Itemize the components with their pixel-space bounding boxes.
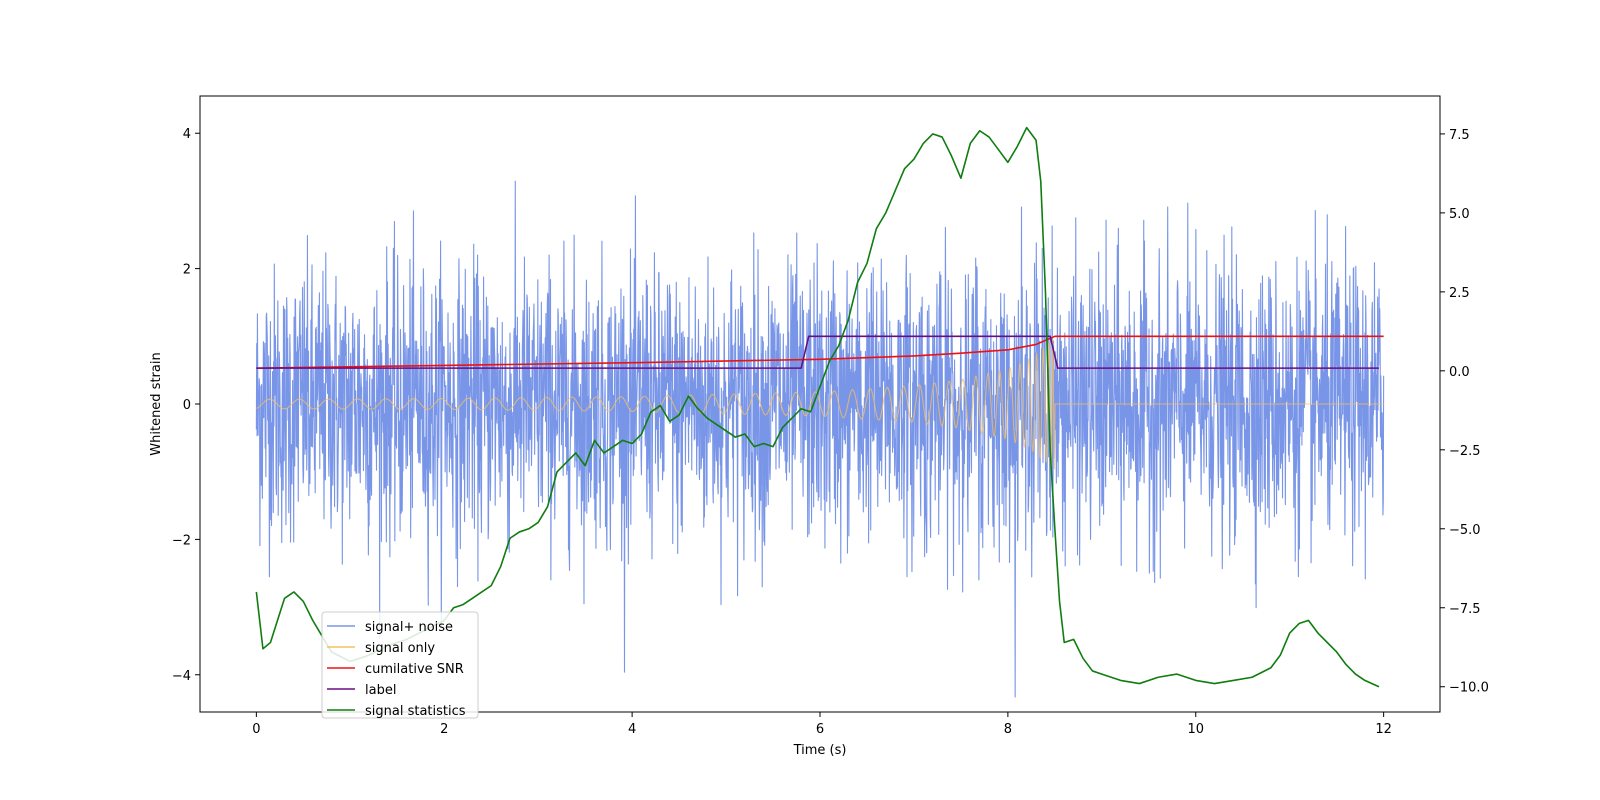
legend-box: [321, 611, 479, 719]
x-tick-label: 8: [1004, 722, 1012, 737]
x-tick-label: 4: [628, 722, 636, 737]
series-layer: [255, 126, 1385, 698]
y-tick-label: −4: [172, 669, 191, 684]
series-line-signal-noise: [255, 180, 1385, 698]
legend-label-signal-noise: signal+ noise: [365, 620, 453, 635]
legend: signal+ noise signal only cumilative SNR la…: [321, 611, 479, 719]
y2-tick-label: 7.5: [1449, 128, 1470, 143]
y2-tick-label: −5.0: [1449, 523, 1481, 538]
series-line-label: [256, 335, 1379, 369]
series-line-cumilative-snr: [256, 335, 1384, 369]
y-tick-label: 4: [183, 127, 191, 142]
x-tick-label: 2: [440, 722, 448, 737]
y2-tick-label: 2.5: [1449, 286, 1470, 301]
y2-tick-label: 5.0: [1449, 207, 1470, 222]
x-tick-label: 10: [1187, 722, 1204, 737]
series-line-signal-statistics: [255, 126, 1380, 688]
legend-label-label: label: [365, 683, 396, 698]
y-tick-label: 2: [183, 263, 191, 278]
x-tick-label: 12: [1375, 722, 1392, 737]
y-tick-label: −2: [172, 533, 191, 548]
x-axis-label: Time (s): [793, 743, 847, 758]
y-axis-left: −4 −2 0 2 4: [172, 127, 200, 684]
y2-tick-label: −10.0: [1449, 681, 1489, 696]
y2-tick-label: −2.5: [1449, 444, 1481, 459]
series-line-signal-only: [256, 339, 1384, 470]
y-axis-label: Whitened strain: [149, 352, 164, 455]
legend-label-signal-statistics: signal statistics: [365, 704, 466, 719]
y-axis-right: −10.0 −7.5 −5.0 −2.5 0.0 2.5 5.0 7.5: [1440, 128, 1489, 696]
legend-label-cumilative-snr: cumilative SNR: [365, 662, 464, 677]
legend-label-signal-only: signal only: [365, 641, 435, 656]
y2-tick-label: 0.0: [1449, 365, 1470, 380]
y2-tick-label: −7.5: [1449, 602, 1481, 617]
x-tick-label: 6: [816, 722, 824, 737]
y-tick-label: 0: [183, 398, 191, 413]
x-tick-label: 0: [252, 722, 260, 737]
